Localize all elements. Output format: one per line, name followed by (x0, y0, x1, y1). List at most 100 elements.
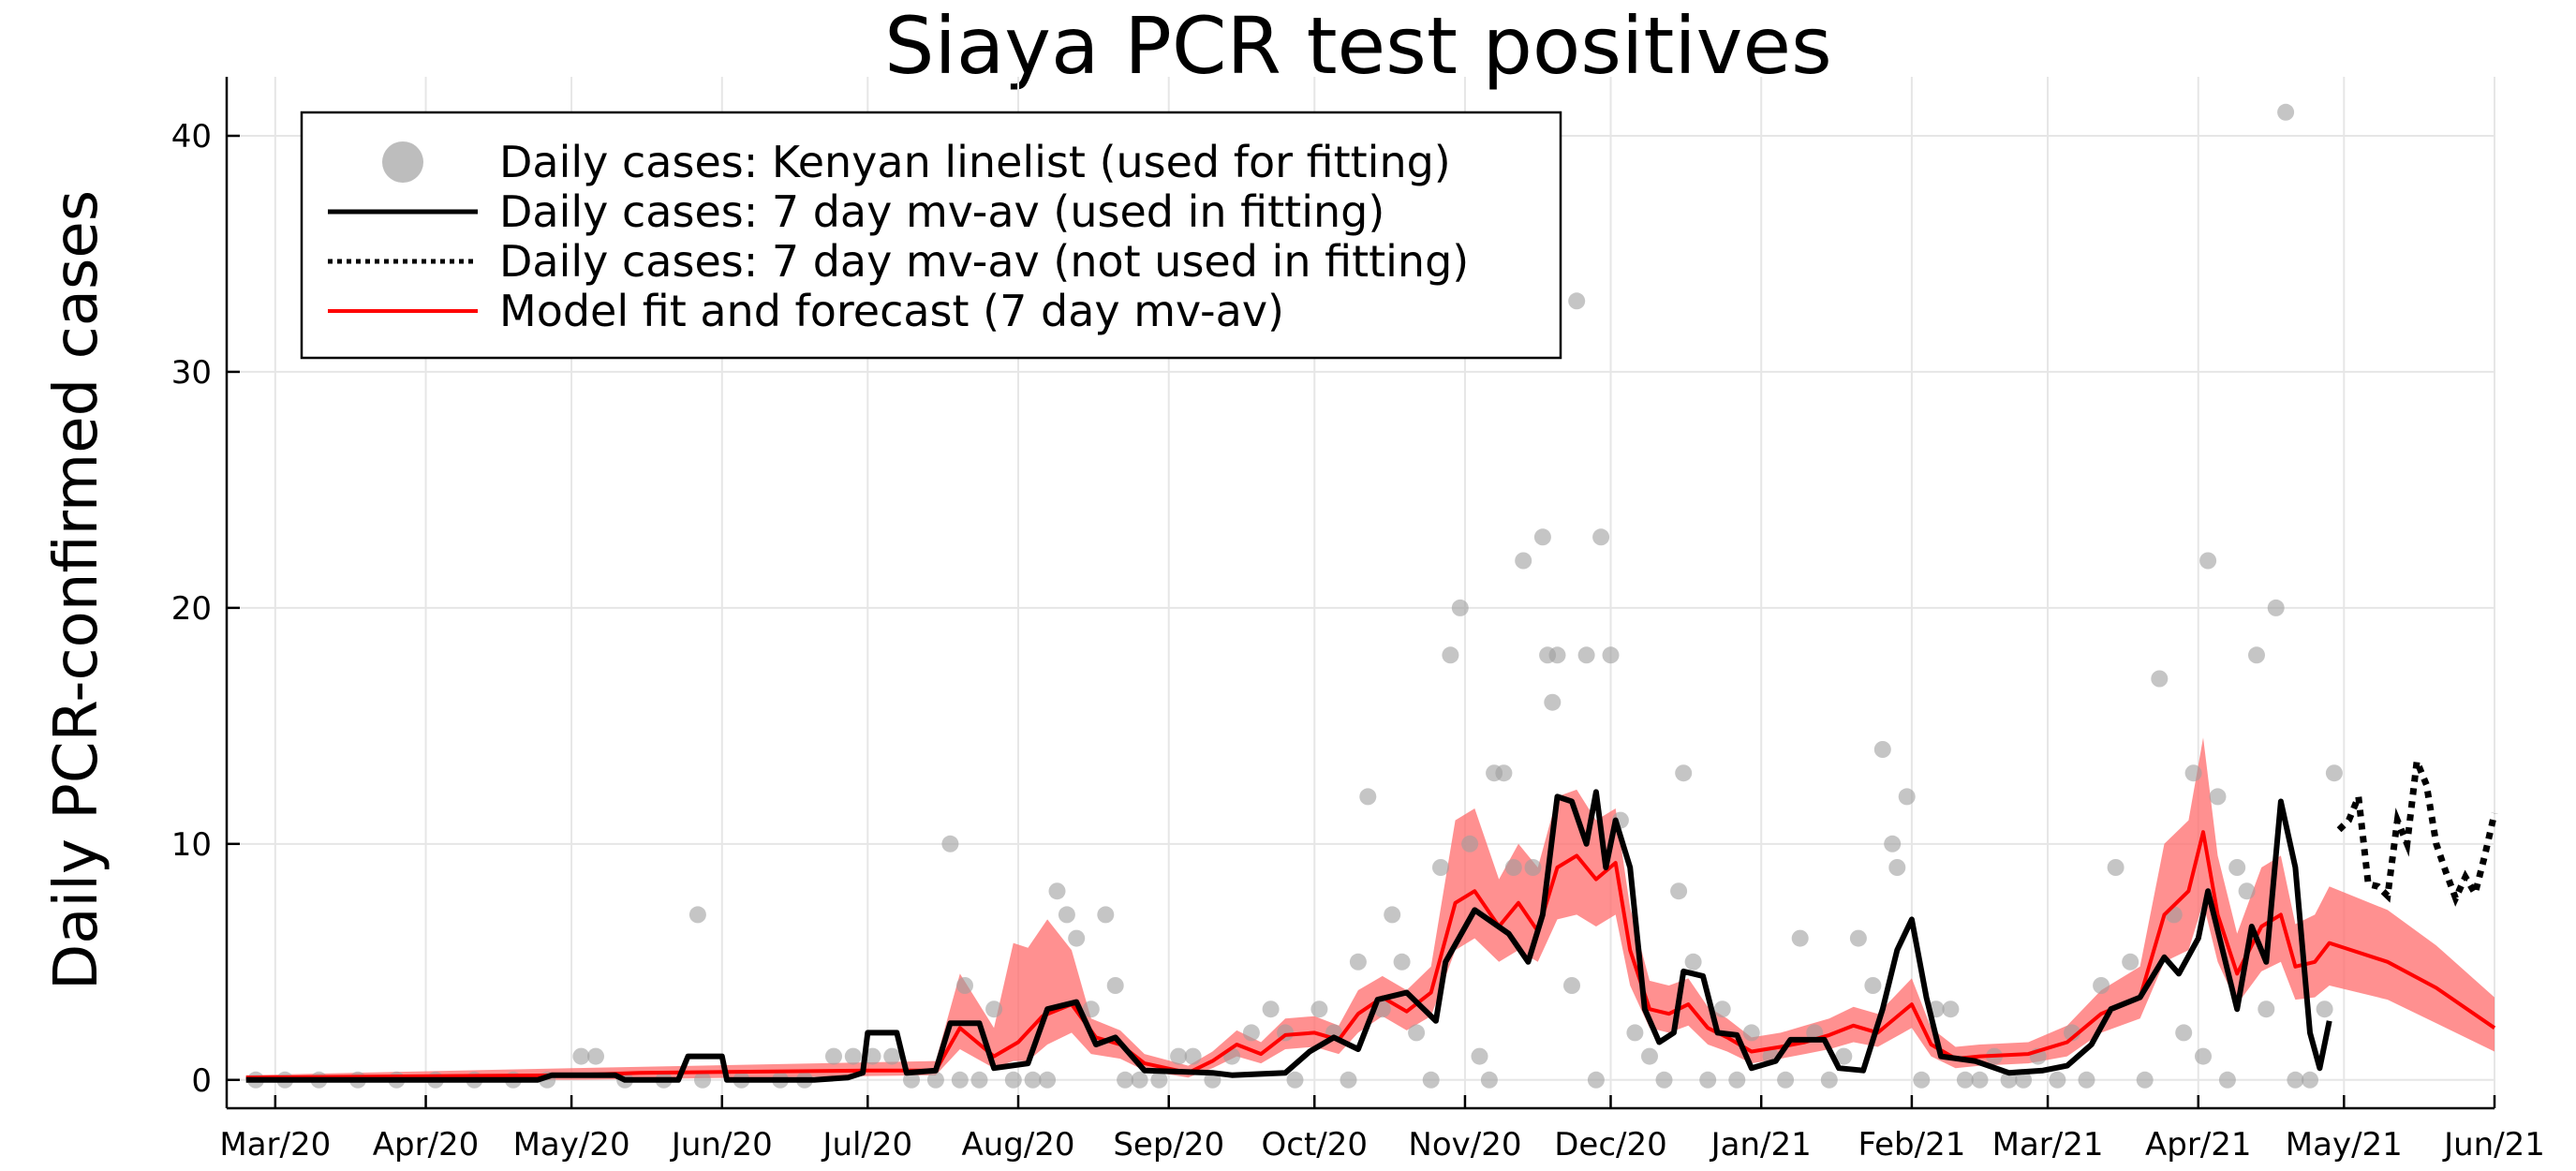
x-tick-label: Jun/21 (2442, 1126, 2545, 1164)
y-tick-label: 10 (171, 826, 212, 864)
data-point (1942, 1001, 1960, 1018)
y-axis-label: Daily PCR-confirmed cases (42, 190, 111, 990)
data-point (1956, 1071, 1974, 1089)
data-point (1971, 1071, 1989, 1089)
x-tick-label: Mar/20 (219, 1126, 331, 1164)
data-point (1864, 977, 1882, 994)
y-tick-label: 0 (191, 1062, 212, 1100)
x-tick-label: Apr/20 (373, 1126, 480, 1164)
x-tick-label: Feb/21 (1858, 1126, 1965, 1164)
data-point (1442, 646, 1459, 664)
data-point (2238, 882, 2256, 900)
legend-marker-scatter (382, 141, 423, 183)
data-point (2015, 1071, 2033, 1089)
data-point (1884, 835, 1902, 852)
y-tick-label: 40 (171, 118, 212, 156)
data-point (1310, 1001, 1328, 1018)
data-point (941, 835, 959, 852)
data-point (1577, 646, 1595, 664)
data-point (1451, 599, 1469, 616)
data-point (926, 1071, 944, 1089)
data-point (1461, 835, 1479, 852)
data-point (1655, 1071, 1673, 1089)
x-tick-label: Jul/20 (821, 1126, 912, 1164)
data-point (2078, 1071, 2095, 1089)
data-point (1641, 1047, 1658, 1065)
data-point (1262, 1001, 1280, 1018)
data-point (2122, 953, 2139, 971)
data-point (1504, 859, 1522, 876)
data-point (1742, 1024, 1760, 1042)
data-point (2277, 103, 2295, 121)
data-point (2151, 670, 2169, 688)
x-tick-label: Mar/21 (1992, 1126, 2104, 1164)
data-point (1408, 1024, 1426, 1042)
data-point (1777, 1071, 1795, 1089)
data-point (2316, 1001, 2333, 1018)
data-point (1048, 882, 1066, 900)
data-point (2218, 1071, 2236, 1089)
moving-average-not-fitted-line (2336, 748, 2498, 907)
data-point (2302, 1071, 2318, 1089)
data-point (1592, 528, 1610, 546)
data-point (2175, 1024, 2193, 1042)
data-point (2000, 1071, 2018, 1089)
x-tick-label: Sep/20 (1113, 1126, 1224, 1164)
data-point (1849, 929, 1867, 947)
data-point (1675, 764, 1693, 782)
data-point (1563, 977, 1580, 994)
x-tick-label: May/20 (513, 1126, 630, 1164)
legend-box (300, 111, 1562, 360)
x-tick-label: Nov/20 (1408, 1126, 1521, 1164)
series-lines (245, 748, 2498, 1083)
legend: Daily cases: Kenyan linelist (used for f… (300, 111, 1562, 360)
daily-cases-scatter (247, 103, 2343, 1089)
data-point (1699, 1071, 1717, 1089)
data-point (1068, 929, 1086, 947)
data-point (1728, 1071, 1746, 1089)
data-point (2093, 977, 2110, 994)
data-point (1131, 1071, 1148, 1089)
data-point (1898, 788, 1916, 806)
x-tick-label: Dec/20 (1554, 1126, 1667, 1164)
legend-label-fitted-line: Daily cases: 7 day mv-av (used in fittin… (499, 186, 1384, 237)
data-point (1820, 1071, 1838, 1089)
data-point (1835, 1047, 1853, 1065)
data-point (1097, 906, 1115, 924)
data-point (2049, 1071, 2066, 1089)
data-point (1432, 859, 1449, 876)
data-point (1548, 646, 1566, 664)
x-tick-label: Aug/20 (961, 1126, 1074, 1164)
data-point (1349, 953, 1367, 971)
data-point (572, 1047, 590, 1065)
data-point (1471, 1047, 1488, 1065)
data-point (1082, 1001, 1100, 1018)
data-point (1422, 1071, 1440, 1089)
moving-average-fitted-line (245, 789, 2332, 1083)
data-point (1106, 977, 1124, 994)
x-tick-label: Jan/21 (1710, 1126, 1812, 1164)
data-point (970, 1071, 988, 1089)
data-point (1544, 693, 1562, 711)
data-point (2184, 764, 2202, 782)
data-point (844, 1047, 862, 1065)
axes: Mar/20 Apr/20 May/20 Jun/20 Jul/20 Aug/20 Sep/… (171, 77, 2545, 1164)
data-point (1913, 1071, 1931, 1089)
data-point (883, 1047, 901, 1065)
data-point (1170, 1047, 1188, 1065)
data-point (1626, 1024, 1644, 1042)
data-point (985, 1001, 1003, 1018)
data-point (1039, 1071, 1057, 1089)
data-point (1684, 953, 1702, 971)
data-point (1359, 788, 1377, 806)
data-point (825, 1047, 842, 1065)
legend-label-not-fitted-line: Daily cases: 7 day mv-av (not used in fi… (499, 236, 1469, 287)
x-tick-label: Apr/21 (2145, 1126, 2252, 1164)
data-point (1340, 1071, 1357, 1089)
data-point (1117, 1071, 1134, 1089)
data-point (1515, 552, 1532, 570)
data-point (1150, 1071, 1168, 1089)
data-point (1602, 646, 1620, 664)
data-point (2325, 764, 2343, 782)
